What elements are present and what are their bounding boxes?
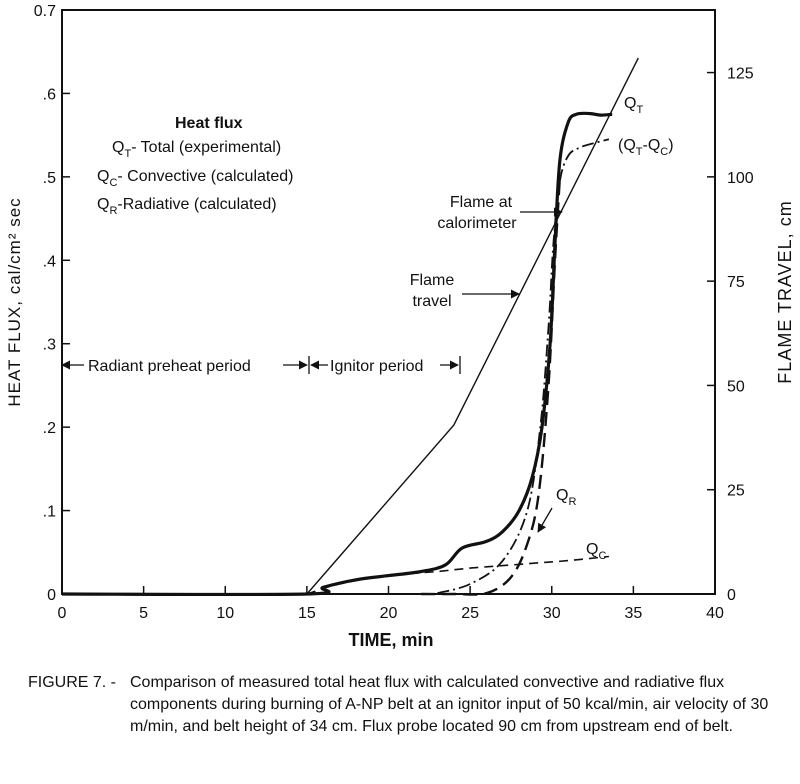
annotation-periods: Radiant preheat period Ignitor period [61, 356, 461, 375]
right-y-tick-label: 50 [727, 378, 745, 395]
legend-entry-qr: QR-Radiative (calculated) [97, 196, 277, 217]
series-qt-total-line [61, 111, 613, 597]
left-y-tick-label: .3 [43, 337, 56, 354]
right-y-tick-label: 75 [727, 274, 745, 291]
legend: Heat flux QT- Total (experimental) QC- C… [97, 115, 293, 217]
label-qr-arrow [537, 507, 553, 533]
x-tick-label: 40 [706, 605, 724, 622]
x-axis-ticks: 0 5 10 15 20 25 30 35 40 [58, 586, 724, 622]
right-y-tick-label: 25 [727, 483, 745, 500]
annotation-flame-calorimeter: Flame at calorimeter [437, 194, 563, 232]
series-qr-radiative-line [421, 176, 562, 596]
x-tick-label: 10 [216, 605, 234, 622]
legend-entry-qt: QT- Total (experimental) [112, 139, 281, 160]
series-qc-convective-line [306, 555, 609, 595]
left-y-tick-label: 0 [47, 587, 56, 604]
label-qt: QT [624, 95, 643, 116]
left-axis-ticks: 0 .1 .2 .3 .4 .5 .6 0.7 [34, 3, 70, 604]
x-tick-label: 5 [139, 605, 148, 622]
x-tick-label: 15 [298, 605, 316, 622]
x-tick-label: 0 [58, 605, 67, 622]
left-y-tick-label: .4 [43, 253, 56, 270]
legend-title: Heat flux [175, 115, 243, 132]
label-qr: QR [556, 487, 576, 508]
series-flame-travel-line [306, 57, 639, 595]
annotation-flame-calorimeter-line1: Flame at [450, 194, 513, 211]
radiant-preheat-label: Radiant preheat period [88, 358, 251, 375]
legend-entry-qc: QC- Convective (calculated) [97, 168, 293, 189]
left-y-tick-label: .5 [43, 170, 56, 187]
label-qt-minus-qc: (QT-QC) [618, 137, 674, 158]
figure-caption-label: FIGURE 7. - [28, 674, 117, 691]
figure-caption-text: Comparison of measured total heat flux w… [130, 674, 769, 735]
right-axis-ticks: 0 25 50 75 100 125 [707, 66, 754, 604]
ignitor-period-label: Ignitor period [330, 358, 423, 375]
right-y-tick-label: 0 [727, 587, 736, 604]
x-tick-label: 25 [461, 605, 479, 622]
label-qc: QC [586, 541, 606, 562]
heat-flux-chart: 0 5 10 15 20 25 30 35 40 0 .1 .2 .3 .4 .5 .6 0.7 0 25 50 7… [5, 3, 795, 650]
left-y-tick-label: .6 [43, 86, 56, 103]
annotation-flame-travel-line2: travel [412, 293, 451, 310]
x-tick-label: 20 [380, 605, 398, 622]
right-y-tick-label: 100 [727, 170, 754, 187]
annotation-flame-travel: Flame travel [410, 272, 520, 310]
x-tick-label: 35 [624, 605, 642, 622]
left-y-tick-label: .1 [43, 504, 56, 521]
left-y-tick-label: 0.7 [34, 3, 56, 20]
right-axis-title: FLAME TRAVEL, cm [775, 200, 795, 383]
x-axis-title: TIME, min [349, 630, 434, 650]
annotation-flame-travel-line1: Flame [410, 272, 455, 289]
left-axis-title: HEAT FLUX, cal/cm² sec [5, 197, 24, 406]
series-qt-minus-qc-line [437, 138, 610, 595]
plot-frame [61, 9, 716, 595]
left-y-tick-label: .2 [43, 420, 56, 437]
x-tick-label: 30 [543, 605, 561, 622]
right-y-tick-label: 125 [727, 66, 754, 83]
annotation-flame-calorimeter-line2: calorimeter [437, 215, 517, 232]
